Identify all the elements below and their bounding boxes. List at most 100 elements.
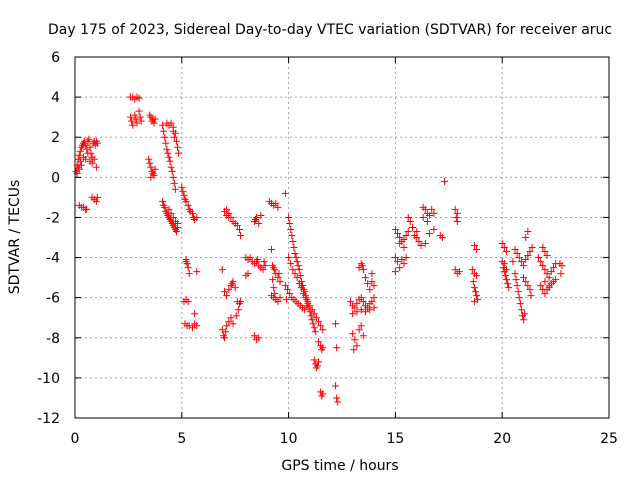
data-points [72,93,566,406]
data-point [524,282,532,290]
data-point [404,227,412,235]
y-tick-label: 6 [51,50,60,66]
data-point [218,266,226,274]
data-point [500,244,508,252]
data-point [83,205,91,213]
data-point [165,153,173,161]
data-point [175,149,183,157]
data-point [82,141,90,149]
data-point [86,143,94,151]
data-point [402,254,410,262]
data-point [522,278,530,286]
data-point [469,278,477,286]
data-point [77,161,85,169]
data-point [159,121,167,129]
data-point [161,133,169,141]
data-point [301,306,309,314]
data-point [151,165,159,173]
data-point [453,209,461,217]
data-point [333,394,341,402]
data-point [470,298,478,306]
data-point [353,300,361,308]
data-point [170,133,178,141]
data-point [160,127,168,135]
y-tick-label: 2 [51,130,60,146]
data-point [451,205,459,213]
data-point [221,288,229,296]
data-point [288,231,296,239]
data-point [502,276,510,284]
data-point [368,278,376,286]
data-point [522,256,530,264]
data-point [312,314,320,322]
data-point [295,266,303,274]
data-point [351,304,359,312]
data-point [511,270,519,278]
data-point [225,286,233,294]
data-point [286,219,294,227]
data-point [527,292,535,300]
data-point [547,268,555,276]
data-point [451,266,459,274]
data-point [147,173,155,181]
data-point [370,282,378,290]
data-point [184,298,192,306]
data-point [260,258,268,266]
data-point [235,225,243,233]
data-point [315,318,323,326]
data-point [131,111,139,119]
data-point [193,213,201,221]
data-point [413,227,421,235]
data-point [171,185,179,193]
data-point [541,266,549,274]
data-point [391,225,399,233]
data-point [539,244,547,252]
data-point [281,189,289,197]
data-point [470,284,478,292]
x-tick-label: 0 [71,431,80,447]
data-point [287,260,295,268]
data-point [359,298,367,306]
data-point [90,155,98,163]
data-point [225,318,233,326]
data-point [88,159,96,167]
data-point [498,240,506,248]
data-point [349,330,357,338]
data-point [229,278,237,286]
data-point [150,119,158,127]
data-point [254,256,262,264]
data-point [473,272,481,280]
data-point [319,344,327,352]
data-point [426,229,434,237]
data-point [428,205,436,213]
grid-lines [75,57,609,418]
data-point [423,217,431,225]
data-point [276,278,284,286]
data-point [270,284,278,292]
data-point [309,320,317,328]
data-point [358,262,366,270]
data-point [250,332,258,340]
data-point [347,298,355,306]
data-point [502,266,510,274]
data-point [145,155,153,163]
data-point [293,274,301,282]
chart-title: Day 175 of 2023, Sidereal Day-to-day VTE… [48,22,612,38]
y-tick-label: -8 [46,331,60,347]
y-tick-labels: 6 4 2 0 -2 -4 -6 -8 -10 -12 [37,50,60,427]
data-point [541,248,549,256]
data-point [558,262,566,270]
data-point [370,304,378,312]
data-point [315,338,323,346]
data-point [400,244,408,252]
data-point [92,163,100,171]
data-point [182,197,190,205]
data-point [185,270,193,278]
data-point [504,280,512,288]
data-point [421,205,429,213]
data-point [517,306,525,314]
data-point [274,203,282,211]
data-point [368,298,376,306]
data-point [282,296,290,304]
data-point [509,258,517,266]
